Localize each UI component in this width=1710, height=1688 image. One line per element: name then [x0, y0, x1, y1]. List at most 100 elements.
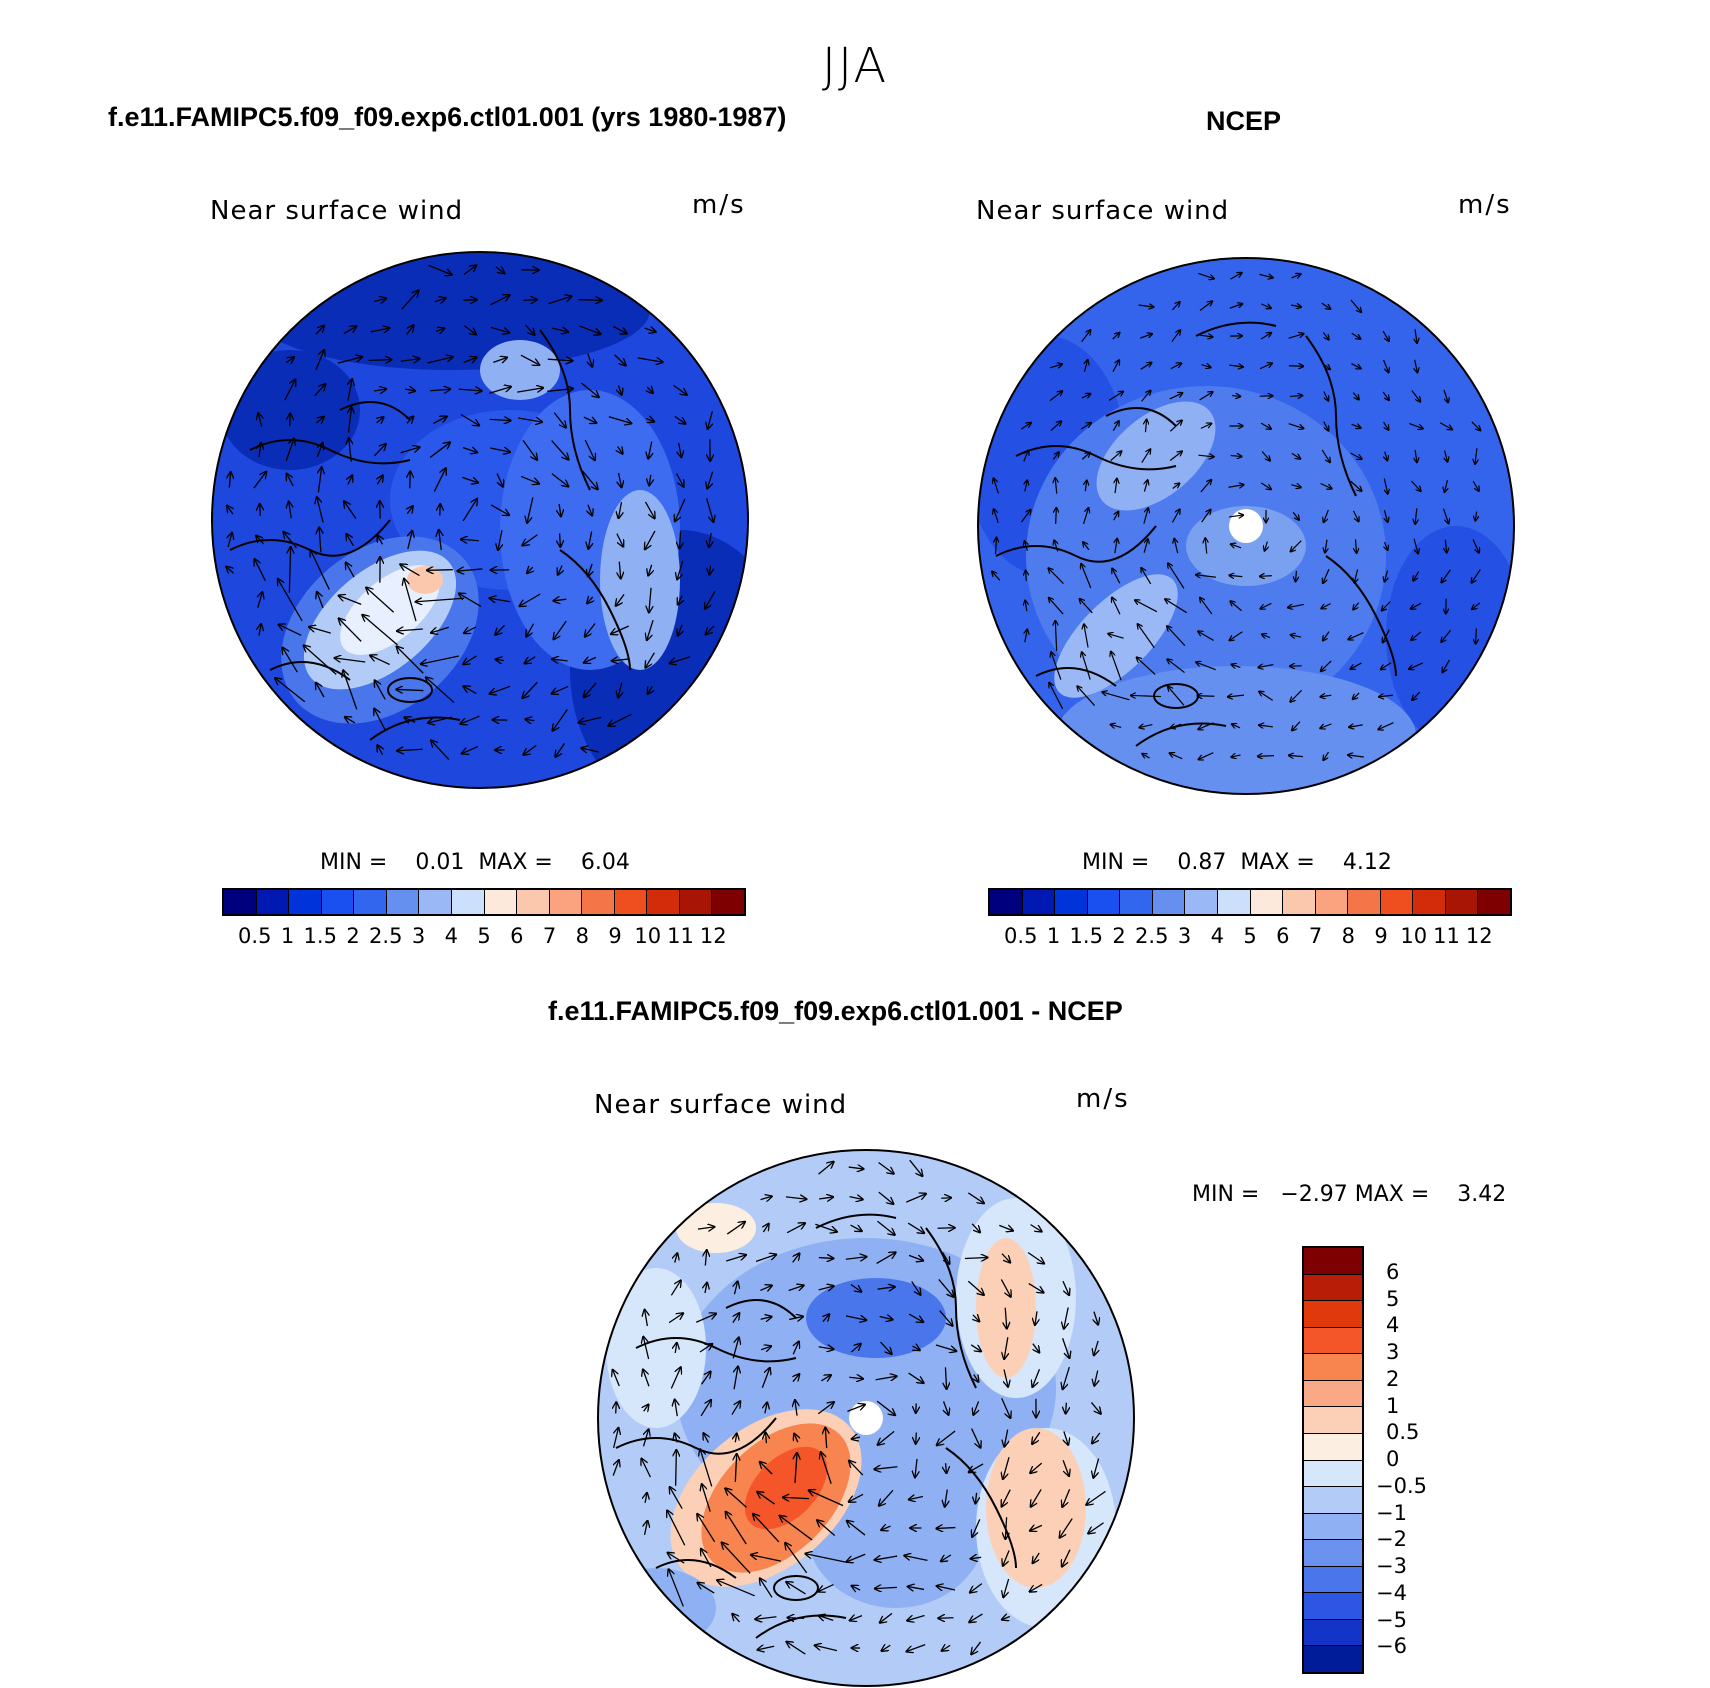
colorbar-tick-label: −5: [1376, 1608, 1407, 1632]
colorbar-swatch: [1348, 890, 1381, 914]
colorbar-swatch: [1304, 1540, 1362, 1567]
colorbar-swatch: [1304, 1593, 1362, 1620]
wind-vector-arrow: [819, 1258, 833, 1259]
obs-min-value: 0.87: [1177, 850, 1226, 875]
colorbar-swatch: [387, 890, 420, 914]
model-panel-subtitle: Near surface wind: [210, 196, 463, 226]
colorbar-swatch: [1304, 1514, 1362, 1541]
colorbar-tick-label: 4: [445, 924, 458, 948]
colorbar-tick-label: 1.5: [1070, 924, 1103, 948]
colorbar-swatch: [1304, 1434, 1362, 1461]
colorbar-swatch: [1304, 1328, 1362, 1355]
colorbar-tick-label: 1: [281, 924, 294, 948]
model-min-label: MIN =: [320, 850, 387, 875]
colorbar-tick-label: 6: [1276, 924, 1289, 948]
colorbar-swatch: [550, 890, 583, 914]
obs-max-label: MAX =: [1240, 850, 1315, 875]
colorbar-swatch: [1304, 1567, 1362, 1594]
colorbar-tick-label: 0.5: [1004, 924, 1037, 948]
wind-vector-arrow: [1066, 1403, 1067, 1414]
wind-vector-arrow: [1232, 396, 1240, 397]
wind-vector-arrow: [560, 533, 561, 546]
colorbar-tick-label: 8: [1342, 924, 1355, 948]
colorbar-tick-label: 10: [1400, 924, 1427, 948]
model-polar-map: [210, 250, 750, 790]
colorbar-swatch: [647, 890, 680, 914]
model-colorbar: [222, 888, 746, 916]
colorbar-swatch: [289, 890, 322, 914]
colorbar-swatch: [1185, 890, 1218, 914]
colorbar-swatch: [1304, 1301, 1362, 1328]
colorbar-tick-label: −3: [1376, 1554, 1407, 1578]
model-min-value: 0.01: [415, 850, 464, 875]
colorbar-tick-label: 11: [667, 924, 694, 948]
colorbar-tick-label: 7: [1309, 924, 1322, 948]
colorbar-tick-label: 11: [1433, 924, 1460, 948]
colorbar-swatch: [1218, 890, 1251, 914]
colorbar-tick-label: 0.5: [1386, 1420, 1419, 1444]
colorbar-swatch: [1153, 890, 1186, 914]
wind-vector-arrow: [1260, 576, 1272, 577]
colorbar-swatch: [1304, 1487, 1362, 1514]
wind-vector-arrow: [1258, 756, 1274, 757]
colorbar-tick-label: 5: [477, 924, 490, 948]
wind-vector-arrow: [938, 1228, 955, 1229]
colorbar-swatch: [582, 890, 615, 914]
colorbar-tick-label: 4: [1386, 1313, 1399, 1337]
diff-panel-title: f.e11.FAMIPC5.f09_f09.exp6.ctl01.001 - N…: [548, 996, 1123, 1027]
colorbar-swatch: [224, 890, 257, 914]
wind-vector-arrow: [260, 504, 261, 516]
wind-vector-arrow: [939, 1618, 954, 1619]
wind-vector-arrow: [523, 300, 536, 301]
diff-min-value: −2.97: [1280, 1182, 1347, 1207]
colorbar-swatch: [354, 890, 387, 914]
diff-max-label: MAX =: [1355, 1182, 1430, 1207]
colorbar-tick-label: 6: [510, 924, 523, 948]
colorbar-swatch: [615, 890, 648, 914]
colorbar-tick-label: 5: [1386, 1287, 1399, 1311]
diff-max-value: 3.42: [1457, 1182, 1506, 1207]
colorbar-tick-label: 12: [1466, 924, 1493, 948]
colorbar-swatch: [517, 890, 550, 914]
colorbar-tick-label: 8: [576, 924, 589, 948]
diff-min-max-readout: MIN = −2.97 MAX = 3.42: [1192, 1182, 1506, 1207]
colorbar-tick-label: 12: [700, 924, 727, 948]
wind-vector-arrow: [937, 1528, 956, 1529]
wind-vector-arrow: [616, 1403, 617, 1414]
colorbar-swatch: [1023, 890, 1056, 914]
colorbar-tick-label: 7: [543, 924, 556, 948]
obs-polar-map: [976, 256, 1516, 796]
colorbar-tick-label: 9: [608, 924, 621, 948]
colorbar-swatch: [1304, 1620, 1362, 1647]
colorbar-swatch: [257, 890, 290, 914]
colorbar-tick-label: 3: [1178, 924, 1191, 948]
colorbar-tick-label: 1: [1386, 1394, 1399, 1418]
colorbar-tick-label: 3: [412, 924, 425, 948]
wind-vector-arrow: [916, 1403, 917, 1412]
colorbar-swatch: [1304, 1461, 1362, 1488]
obs-max-value: 4.12: [1343, 850, 1392, 875]
diff-min-label: MIN =: [1192, 1182, 1259, 1207]
colorbar-swatch: [1120, 890, 1153, 914]
colorbar-swatch: [712, 890, 744, 914]
diff-colorbar: [1302, 1246, 1364, 1674]
colorbar-swatch: [990, 890, 1023, 914]
colorbar-swatch: [322, 890, 355, 914]
colorbar-tick-label: 2.5: [1135, 924, 1168, 948]
colorbar-swatch: [1446, 890, 1479, 914]
colorbar-swatch: [1304, 1381, 1362, 1408]
colorbar-tick-label: 2: [346, 924, 359, 948]
difference-polar-map: [596, 1148, 1136, 1688]
model-max-value: 6.04: [581, 850, 630, 875]
colorbar-swatch: [1304, 1646, 1362, 1672]
colorbar-tick-label: −1: [1376, 1501, 1407, 1525]
colorbar-swatch: [1283, 890, 1316, 914]
colorbar-tick-label: 3: [1386, 1340, 1399, 1364]
colorbar-swatch: [680, 890, 713, 914]
colorbar-swatch: [1251, 890, 1284, 914]
colorbar-swatch: [1088, 890, 1121, 914]
wind-vector-arrow: [1476, 629, 1477, 644]
colorbar-tick-label: 5: [1243, 924, 1256, 948]
